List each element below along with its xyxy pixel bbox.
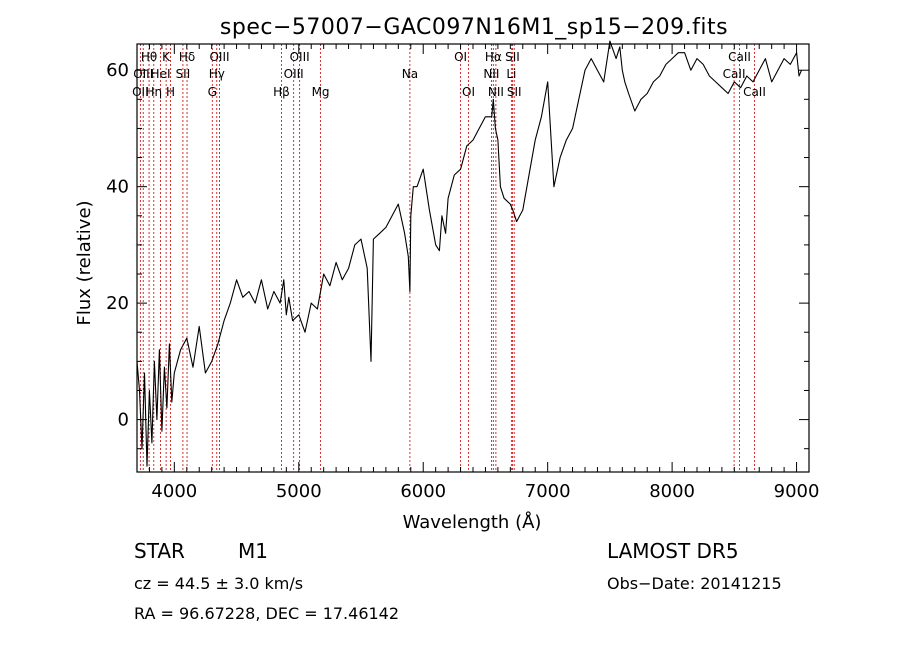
x-tick-label: 7000 <box>525 481 571 502</box>
coordinates: RA = 96.67228, DEC = 17.46142 <box>134 604 399 623</box>
line-label-4: OIII <box>290 50 310 64</box>
line-label-12: Hγ <box>209 67 225 81</box>
plot-frame <box>136 43 810 473</box>
line-label-7: SII <box>505 50 520 64</box>
line-label-25: NII <box>488 85 504 99</box>
line-label-24: OI <box>462 85 475 99</box>
x-tick-label: 8000 <box>649 481 695 502</box>
chart-title: spec−57007−GAC097N16M1_sp15−209.fits <box>220 15 728 40</box>
series-line-0 <box>136 40 803 467</box>
line-label-0: Hθ <box>141 50 157 64</box>
line-label-2: Hδ <box>179 50 195 64</box>
x-tick-label: 6000 <box>400 481 446 502</box>
line-label-19: Hη <box>145 85 162 99</box>
line-label-26: SII <box>507 85 522 99</box>
line-label-23: Mg <box>312 85 330 99</box>
x-tick-label: 9000 <box>774 481 820 502</box>
line-label-11: SII <box>176 67 191 81</box>
line-label-14: Na <box>402 67 418 81</box>
line-label-13: OIII <box>284 67 304 81</box>
object-class: STAR <box>134 539 185 563</box>
redshift-cz: cz = 44.5 ± 3.0 km/s <box>134 574 303 593</box>
line-label-3: OIII <box>209 50 229 64</box>
x-tick-label: 5000 <box>276 481 322 502</box>
y-tick-label: 40 <box>106 177 129 198</box>
line-label-17: CaII <box>723 67 746 81</box>
line-label-6: Hα <box>485 50 502 64</box>
y-ticks: 0 20 40 60 <box>106 60 809 450</box>
line-label-5: OI <box>454 50 467 64</box>
spectrum-series <box>136 40 803 467</box>
y-tick-label: 20 <box>106 293 129 314</box>
line-label-16: Li <box>506 67 516 81</box>
object-subclass: M1 <box>238 539 268 563</box>
line-label-1: K <box>162 50 171 64</box>
line-markers <box>139 44 755 472</box>
obs-date: Obs−Date: 20141215 <box>607 574 782 593</box>
line-label-8: CaII <box>728 50 751 64</box>
line-label-22: Hβ <box>273 85 290 99</box>
line-label-20: H <box>166 85 175 99</box>
survey-name: LAMOST DR5 <box>607 539 739 563</box>
line-label-21: G <box>208 85 217 99</box>
line-label-18: OII <box>132 85 149 99</box>
y-tick-label: 60 <box>106 60 129 81</box>
x-ticks: 4000 5000 6000 7000 8000 9000 <box>136 44 820 502</box>
y-axis-label: Flux (relative) <box>74 200 95 325</box>
x-tick-label: 4000 <box>151 481 197 502</box>
y-tick-label: 0 <box>118 410 129 431</box>
line-label-10: HeI <box>151 67 171 81</box>
line-label-15: NII <box>483 67 499 81</box>
line-label-27: CaII <box>743 85 766 99</box>
x-axis-label: Wavelength (Å) <box>403 511 542 533</box>
